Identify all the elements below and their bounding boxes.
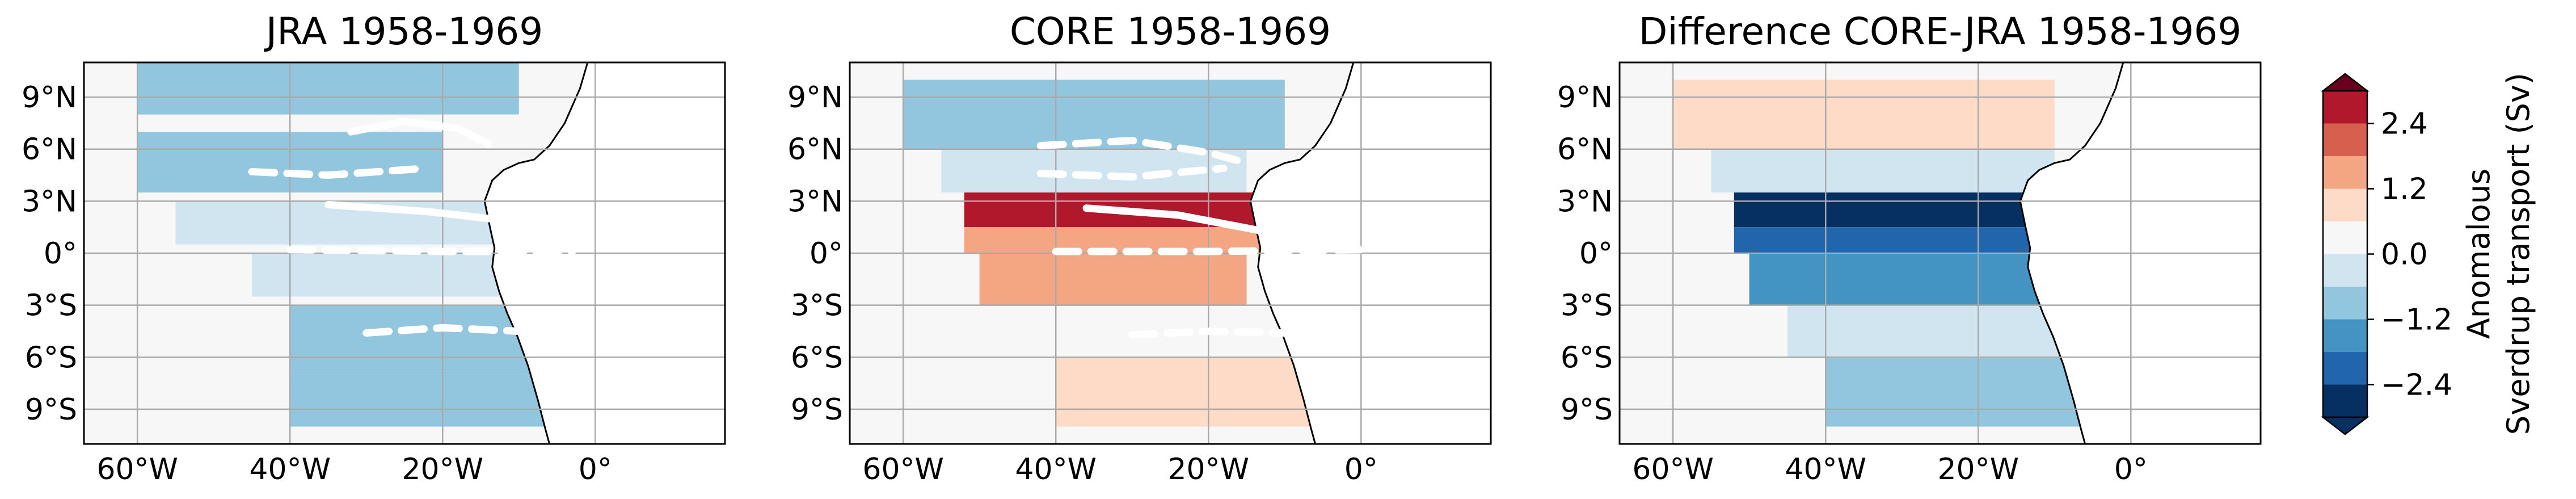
coastline — [2019, 62, 2124, 444]
panel-title: JRA 1958-1969 — [264, 10, 543, 53]
y-tick-label: 3°N — [22, 184, 77, 219]
y-tick-label: 3°S — [791, 289, 843, 323]
anomaly-band — [1711, 149, 2055, 193]
anomaly-band — [137, 62, 519, 115]
x-tick-label: 20°W — [1937, 452, 2019, 487]
map-frame — [849, 61, 1492, 445]
colorbar-segment — [2323, 156, 2367, 189]
anomaly-band — [1673, 79, 2055, 149]
x-tick-label: 60°W — [1632, 452, 1714, 487]
contour-line-dashed — [1128, 327, 1289, 339]
contour-line-dashed — [362, 324, 523, 337]
x-tick-label: 40°W — [249, 452, 331, 487]
colorbar-segment — [2323, 123, 2367, 156]
y-tick-label: 0° — [1579, 237, 1613, 271]
y-tick-label: 9°S — [791, 393, 843, 427]
colorbar-segment — [2323, 254, 2367, 287]
map-frame — [83, 61, 726, 445]
map-panel-difference: Difference CORE-JRA 1958-1969 60°W 40°W 20… — [1557, 10, 2262, 487]
colorbar-segment — [2323, 384, 2367, 417]
x-tick-label: 40°W — [1015, 452, 1097, 487]
y-tick-label: 6°N — [22, 133, 77, 167]
y-tick-label: 9°N — [1557, 81, 1613, 115]
colorbar-tick-label: −1.2 — [2381, 303, 2452, 337]
contour-line-dashed — [1052, 246, 1365, 255]
colorbar-segment — [2323, 188, 2367, 221]
y-tick-label: 9°N — [787, 81, 843, 115]
y-tick-label: 6°N — [1557, 133, 1613, 167]
y-tick-label: 0° — [810, 237, 843, 271]
y-tick-label: 3°N — [1557, 184, 1613, 219]
x-tick-label: 20°W — [402, 452, 483, 487]
x-tick-label: 0° — [2114, 452, 2148, 487]
colorbar-extend-bottom — [2321, 416, 2370, 435]
contour-line-dashed — [248, 164, 431, 179]
y-tick-label: 6°N — [787, 133, 843, 167]
x-tick-label: 60°W — [96, 452, 178, 487]
anomaly-band — [1787, 305, 2093, 358]
y-tick-label: 9°S — [1561, 393, 1613, 427]
contour-line-solid — [324, 200, 523, 226]
y-tick-label: 6°S — [791, 341, 843, 375]
colorbar-tick-label: −2.4 — [2381, 368, 2452, 402]
map-panel-core: CORE 1958-1969 60°W 40°W 20°W 0° 9°N 6°N 3°N 0°… — [787, 10, 1492, 487]
y-tick-label: 6°S — [1561, 341, 1613, 375]
colorbar-segment — [2323, 287, 2367, 320]
colorbar-segment — [2323, 91, 2367, 124]
contour-line-solid — [1082, 204, 1274, 236]
anomaly-band — [979, 253, 1247, 305]
map-frame — [1618, 61, 2262, 445]
x-tick-label: 20°W — [1167, 452, 1249, 487]
y-tick-label: 6°S — [25, 341, 77, 375]
colorbar: 2.4 1.2 0.0 −1.2 −2.4 — [2321, 73, 2452, 435]
colorbar-segment — [2323, 352, 2367, 385]
panel-title: CORE 1958-1969 — [1010, 10, 1331, 53]
contour-line-dashed — [1036, 164, 1228, 181]
colorbar-label-line1: Anomalous — [2461, 169, 2497, 339]
x-tick-label: 60°W — [862, 452, 944, 487]
coastline — [483, 62, 589, 444]
colorbar-extend-top — [2321, 73, 2370, 92]
colorbar-label-line2: Sverdrup transport (Sv) — [2501, 73, 2536, 435]
colorbar-segment — [2323, 221, 2367, 254]
y-tick-label: 3°S — [1561, 289, 1613, 323]
panel-title: Difference CORE-JRA 1958-1969 — [1639, 10, 2242, 53]
x-tick-label: 40°W — [1785, 452, 1866, 487]
colorbar-segment — [2323, 319, 2367, 352]
y-tick-label: 9°N — [22, 81, 77, 115]
colorbar-tick-label: 2.4 — [2381, 107, 2428, 141]
colorbar-tick-label: 0.0 — [2381, 238, 2428, 272]
anomaly-band — [903, 79, 1285, 149]
colorbar-tick-label: 1.2 — [2381, 173, 2428, 207]
y-tick-label: 0° — [44, 237, 77, 271]
y-tick-label: 3°N — [787, 184, 843, 219]
contour-line-dashed — [1036, 136, 1251, 167]
x-tick-label: 0° — [579, 452, 612, 487]
x-tick-label: 0° — [1344, 452, 1378, 487]
map-panel-jra: JRA 1958-1969 60°W 40°W 20°W 0° 9°N 6°N 3°N 0° 3… — [22, 10, 726, 487]
anomaly-band — [1749, 253, 2055, 305]
y-tick-label: 3°S — [25, 289, 77, 323]
contour-line-solid — [347, 118, 492, 148]
contour-line-dashed — [286, 246, 576, 255]
y-tick-label: 9°S — [25, 393, 77, 427]
